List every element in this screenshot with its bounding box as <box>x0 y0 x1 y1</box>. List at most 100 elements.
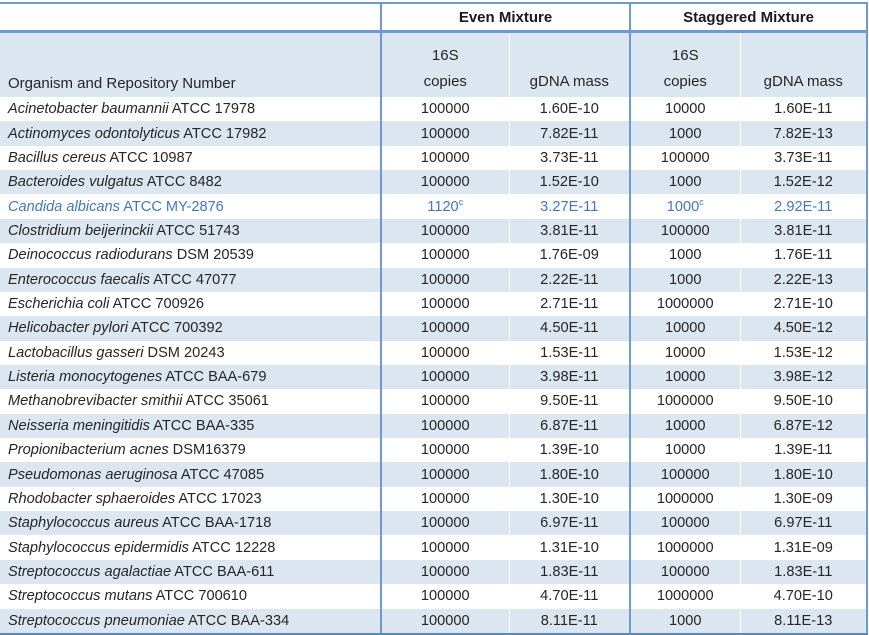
even-16s-copies-cell: 100000 <box>380 462 509 487</box>
organism-name: Escherichia coli <box>8 296 110 313</box>
table-row: Enterococcus faecalis ATCC 47077 100000 2.… <box>0 267 868 292</box>
repository-number: ATCC 17978 <box>168 101 256 118</box>
organism-cell: Enterococcus faecalis ATCC 47077 <box>0 267 381 292</box>
organism-name: Neisseria meningitidis <box>8 417 150 434</box>
organism-name: Streptococcus pneumoniae <box>8 612 185 629</box>
organism-name: Acinetobacter baumannii <box>8 101 169 118</box>
even-gdna-mass-cell: 1.53E-11 <box>508 340 630 365</box>
repository-number: ATCC 8482 <box>143 174 222 191</box>
table-row: Acinetobacter baumannii ATCC 17978 100000… <box>0 97 868 122</box>
header-16s-label: 16S <box>671 47 699 64</box>
staggered-gdna-mass-cell: 3.81E-11 <box>739 218 868 244</box>
even-16s-copies-cell: 100000 <box>380 145 509 171</box>
organism-name: Rhodobacter sphaeroides <box>8 490 176 507</box>
repository-number: ATCC 17023 <box>175 490 262 507</box>
table-row: Streptococcus mutans ATCC 700610 100000 4.… <box>0 584 868 609</box>
staggered-gdna-mass-cell: 3.98E-12 <box>739 364 868 390</box>
even-16s-copies-cell: 100000 <box>380 486 509 512</box>
even-16s-copies-cell: 100000 <box>380 559 509 585</box>
even-gdna-mass-cell: 8.11E-11 <box>508 608 630 635</box>
organism-name: Actinomyces odontolyticus <box>8 125 180 142</box>
repository-number: ATCC 47085 <box>177 466 265 483</box>
organism-name: Methanobrevibacter smithii <box>8 393 183 410</box>
table-body: Acinetobacter baumannii ATCC 17978 100000… <box>0 97 868 635</box>
staggered-16s-copies-cell: 100000 <box>629 559 740 585</box>
staggered-gdna-mass-cell: 1.80E-10 <box>739 462 868 487</box>
group-header-blank <box>0 2 381 33</box>
staggered-gdna-mass-cell: 6.87E-12 <box>739 413 868 439</box>
staggered-16s-copies-cell: 1000 <box>629 170 740 195</box>
staggered-16s-copies-cell: 1000000 <box>629 486 740 512</box>
repository-number: DSM 20243 <box>143 344 225 361</box>
repository-number: DSM16379 <box>168 442 246 459</box>
staggered-16s-copies-cell: 1000000 <box>629 389 740 414</box>
organism-cell: Staphylococcus aureus ATCC BAA-1718 <box>0 511 381 536</box>
staggered-16s-copies-cell: 1000 <box>629 608 740 635</box>
staggered-16s-copies-cell: 10000 <box>629 364 740 390</box>
even-16s-copies-cell: 100000 <box>380 511 509 536</box>
staggered-16s-copies-cell: 100000 <box>629 511 740 536</box>
staggered-16s-copies-cell: 10000 <box>629 438 740 463</box>
organism-cell: Candida albicans ATCC MY-2876 <box>0 194 381 218</box>
organism-cell: Clostridium beijerinckii ATCC 51743 <box>0 218 381 244</box>
even-gdna-mass-cell: 3.81E-11 <box>508 218 630 244</box>
even-gdna-mass-cell: 3.27E-11 <box>508 194 630 219</box>
staggered-16s-copies-cell: 10000 <box>629 97 740 122</box>
organism-cell: Methanobrevibacter smithii ATCC 35061 <box>0 389 381 413</box>
staggered-gdna-mass-cell: 2.22E-13 <box>739 267 868 292</box>
staggered-16s-copies-cell: 1000000 <box>629 535 740 560</box>
staggered-gdna-mass-cell: 2.92E-11 <box>739 194 868 219</box>
table-row: Rhodobacter sphaeroides ATCC 17023 100000… <box>0 486 868 512</box>
even-16s-copies-cell: 100000 <box>380 97 509 122</box>
even-16s-copies-cell: 100000 <box>380 121 509 146</box>
organism-name: Streptococcus mutans <box>8 588 153 605</box>
column-header-even-16s-copies: 16S copies <box>380 31 509 97</box>
organism-name: Pseudomonas aeruginosa <box>8 466 178 483</box>
even-gdna-mass-cell: 6.97E-11 <box>508 511 630 536</box>
repository-number: ATCC BAA-679 <box>162 369 267 386</box>
organism-cell: Streptococcus mutans ATCC 700610 <box>0 584 381 608</box>
even-16s-copies-cell: 100000 <box>380 389 509 414</box>
organism-cell: Actinomyces odontolyticus ATCC 17982 <box>0 121 381 146</box>
organism-cell: Listeria monocytogenes ATCC BAA-679 <box>0 364 381 390</box>
column-header-even-gdna-mass: gDNA mass <box>508 31 630 97</box>
organism-cell: Streptococcus pneumoniae ATCC BAA-334 <box>0 608 381 635</box>
even-gdna-mass-cell: 1.76E-09 <box>508 243 630 268</box>
even-16s-copies-cell: 100000 <box>380 316 509 341</box>
table-row: Helicobacter pylori ATCC 700392 100000 4.5… <box>0 316 868 341</box>
repository-number: ATCC 12228 <box>188 539 276 556</box>
even-16s-copies-cell: 100000 <box>380 243 509 268</box>
even-gdna-mass-cell: 1.39E-10 <box>508 438 630 463</box>
staggered-gdna-mass-cell: 1.52E-12 <box>739 170 868 195</box>
organism-cell: Bacteroides vulgatus ATCC 8482 <box>0 170 381 195</box>
organism-cell: Acinetobacter baumannii ATCC 17978 <box>0 97 381 121</box>
repository-number: ATCC 17982 <box>179 125 267 142</box>
even-gdna-mass-cell: 3.98E-11 <box>508 364 630 390</box>
staggered-16s-copies-cell: 100000 <box>629 462 740 487</box>
organism-name: Candida albicans <box>8 198 120 215</box>
staggered-gdna-mass-cell: 4.50E-12 <box>739 316 868 341</box>
staggered-gdna-mass-cell: 2.71E-10 <box>739 291 868 317</box>
staggered-16s-copies-cell: 1000 <box>629 243 740 268</box>
repository-number: ATCC 10987 <box>106 149 193 166</box>
even-16s-copies-cell: 100000 <box>380 170 509 195</box>
organism-cell: Deinococcus radiodurans DSM 20539 <box>0 243 381 267</box>
staggered-16s-copies-cell: 10000 <box>629 316 740 341</box>
table-row: Listeria monocytogenes ATCC BAA-679 10000… <box>0 364 868 390</box>
even-gdna-mass-cell: 4.50E-11 <box>508 316 630 341</box>
even-16s-copies-cell: 100000 <box>380 364 509 390</box>
even-gdna-mass-cell: 1.80E-10 <box>508 462 630 487</box>
organism-name: Staphylococcus aureus <box>8 515 159 532</box>
staggered-16s-copies-cell: 1000 <box>629 267 740 292</box>
organism-cell: Helicobacter pylori ATCC 700392 <box>0 316 381 341</box>
staggered-16s-copies-cell: 100000 <box>629 218 740 244</box>
even-gdna-mass-cell: 1.83E-11 <box>508 559 630 585</box>
staggered-gdna-mass-cell: 1.39E-11 <box>739 438 868 463</box>
table-row: Lactobacillus gasseri DSM 20243 100000 1.5… <box>0 340 868 365</box>
even-16s-copies-cell: 100000 <box>380 438 509 463</box>
table-row: Methanobrevibacter smithii ATCC 35061 100… <box>0 389 868 414</box>
organism-cell: Rhodobacter sphaeroides ATCC 17023 <box>0 487 381 511</box>
organism-name: Listeria monocytogenes <box>8 369 163 386</box>
table-row: Neisseria meningitidis ATCC BAA-335 10000… <box>0 413 868 439</box>
table-row: Streptococcus agalactiae ATCC BAA-611 100… <box>0 559 868 585</box>
